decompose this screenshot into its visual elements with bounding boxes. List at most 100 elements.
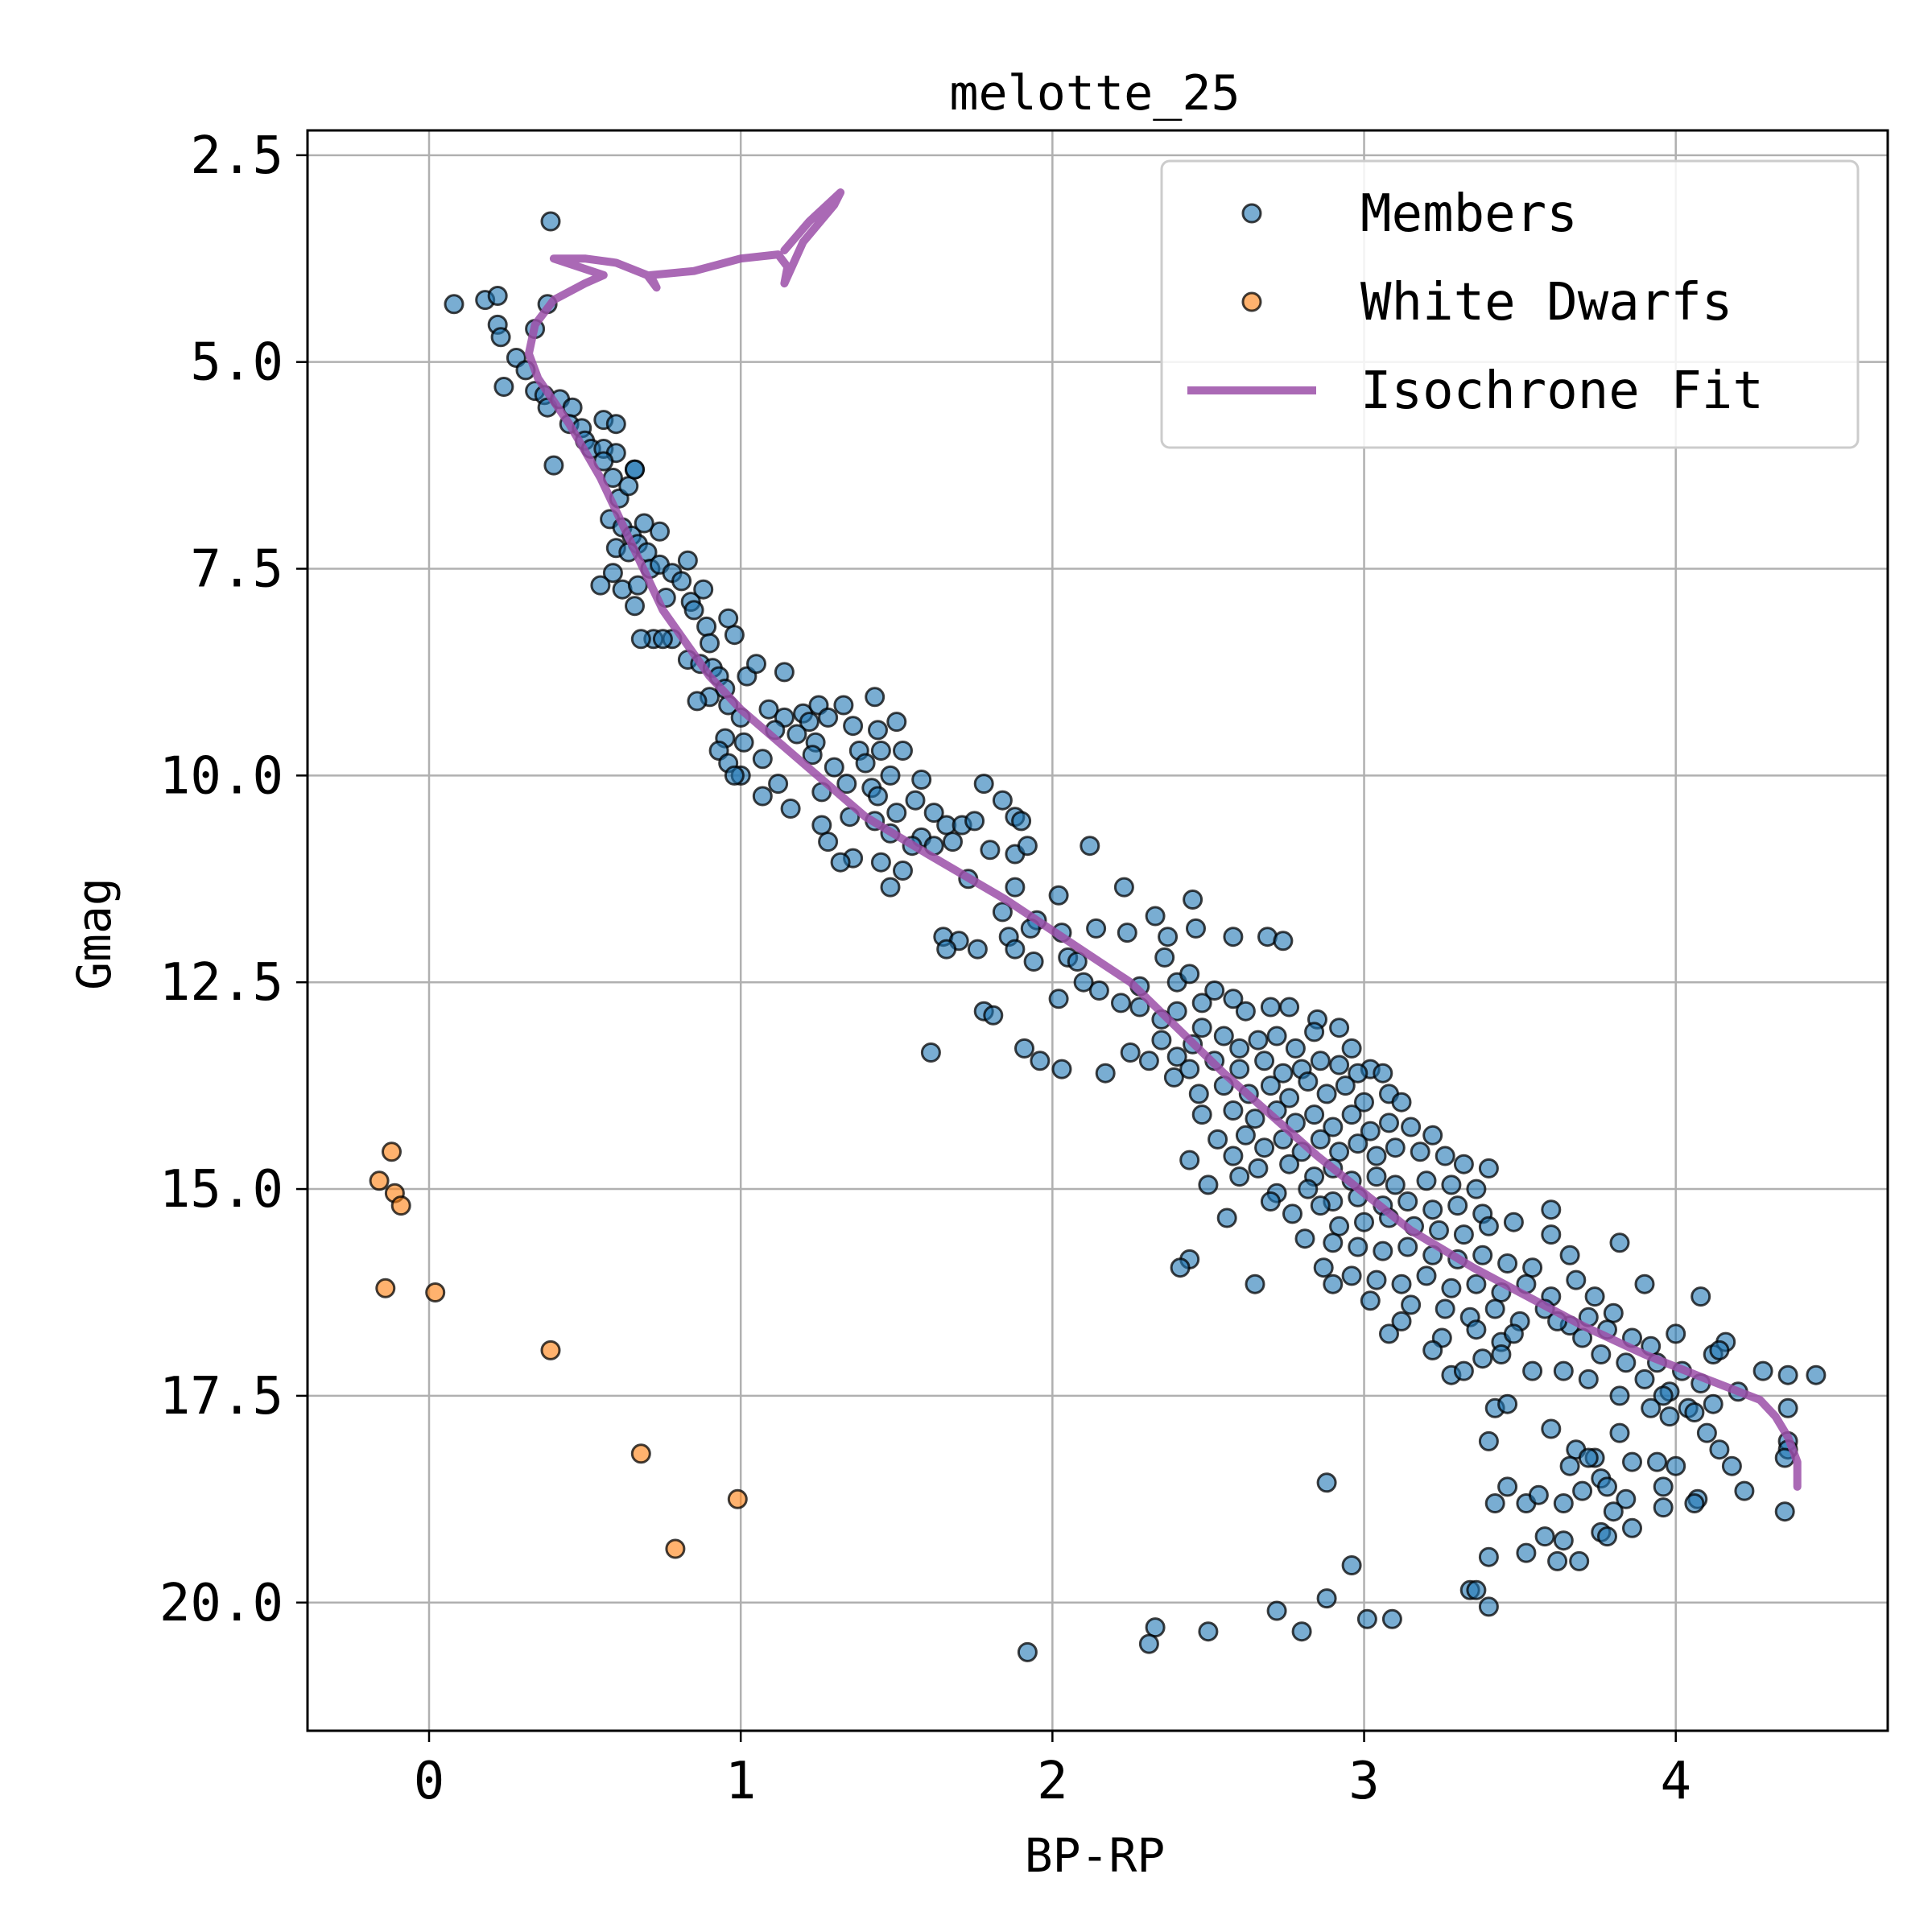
members-point	[1223, 1100, 1244, 1121]
members-point	[1478, 1216, 1499, 1236]
members-point	[943, 832, 963, 852]
members-point	[1566, 1269, 1587, 1290]
members-point	[1373, 1063, 1393, 1084]
members-point	[1472, 1348, 1493, 1369]
members-point	[774, 662, 795, 683]
members-point	[1684, 1493, 1705, 1513]
members-point	[1435, 1146, 1455, 1166]
members-point	[671, 571, 692, 592]
members-point	[1453, 1154, 1474, 1174]
members-point	[1254, 1051, 1275, 1071]
members-point	[700, 633, 720, 654]
members-point	[696, 616, 717, 637]
members-point	[1603, 1302, 1624, 1323]
members-point	[1179, 1059, 1200, 1080]
chart-title: melotte_25	[949, 65, 1240, 122]
members-point	[836, 774, 857, 795]
members-point	[683, 600, 704, 621]
legend-box	[1160, 159, 1860, 449]
y-axis-label: Gmag	[67, 877, 122, 990]
members-point	[724, 765, 745, 786]
members-point	[1298, 1179, 1319, 1199]
members-point	[1397, 1236, 1418, 1257]
members-point	[1245, 1274, 1265, 1294]
legend-marker-members	[1241, 203, 1262, 224]
members-point	[1229, 1166, 1250, 1187]
members-point	[1151, 1030, 1172, 1051]
white-dwarfs-series	[369, 1141, 748, 1559]
members-point	[1641, 1397, 1662, 1418]
members-point	[1011, 811, 1032, 832]
members-point	[1541, 1224, 1562, 1245]
members-point	[1634, 1368, 1655, 1389]
members-point	[1229, 1059, 1250, 1080]
members-point	[1541, 1199, 1562, 1220]
members-point	[1497, 1253, 1518, 1274]
members-point	[1385, 1137, 1406, 1158]
members-point	[1597, 1526, 1617, 1547]
members-point	[1379, 1113, 1399, 1133]
members-point	[1279, 1088, 1300, 1108]
members-point	[865, 687, 886, 708]
members-point	[752, 786, 773, 807]
members-point	[543, 455, 564, 476]
members-point	[1653, 1385, 1674, 1406]
members-point	[1497, 1393, 1518, 1414]
x-tick-label: 3	[1348, 1752, 1380, 1811]
members-point	[1360, 1290, 1381, 1311]
members-point	[983, 1005, 1004, 1026]
members-point	[1285, 1038, 1306, 1059]
members-point	[1569, 1550, 1590, 1571]
members-point	[1348, 1063, 1368, 1084]
members-point	[493, 377, 514, 397]
members-point	[1453, 1360, 1474, 1381]
members-point	[1248, 1030, 1269, 1051]
members-point	[1401, 1294, 1422, 1315]
members-point	[1453, 1224, 1474, 1245]
members-point	[1391, 1311, 1412, 1331]
x-tick-label: 4	[1660, 1752, 1691, 1811]
members-point	[1777, 1364, 1798, 1385]
plot-frame	[306, 129, 1889, 1732]
members-point	[1223, 989, 1244, 1009]
members-point	[923, 803, 944, 824]
members-point	[880, 877, 901, 898]
members-point	[1017, 836, 1038, 857]
members-point	[1223, 1146, 1244, 1166]
members-point	[1559, 1245, 1580, 1265]
members-point	[1379, 1323, 1399, 1344]
members-point	[630, 629, 651, 650]
members-point	[1696, 1422, 1717, 1443]
members-point	[752, 749, 773, 770]
members-point	[1316, 1472, 1337, 1493]
x-axis-label: BP-RP	[1025, 1828, 1166, 1883]
members-point	[1472, 1245, 1493, 1265]
members-point	[1647, 1451, 1667, 1472]
members-point	[811, 815, 832, 836]
members-point	[1597, 1476, 1617, 1497]
members-point	[1401, 1117, 1422, 1137]
members-point	[1478, 1158, 1499, 1179]
members-point	[487, 286, 508, 306]
members-point	[1491, 1344, 1512, 1364]
members-point	[1416, 1265, 1437, 1286]
members-point	[746, 654, 766, 675]
legend-label-isochrone-fit: Isochrone Fit	[1360, 361, 1764, 421]
members-point	[1653, 1476, 1674, 1497]
members-point	[1553, 1530, 1574, 1551]
members-point	[855, 753, 876, 774]
members-point	[964, 811, 985, 832]
white-dwarfs-point	[665, 1538, 686, 1559]
members-point	[1341, 1555, 1362, 1575]
members-point	[768, 774, 789, 795]
members-point	[758, 699, 779, 720]
members-point	[893, 861, 913, 881]
members-point	[1522, 1360, 1543, 1381]
y-tick-label: 10.0	[159, 746, 283, 806]
members-point	[590, 575, 611, 596]
members-point	[1534, 1526, 1555, 1547]
members-point	[1441, 1278, 1462, 1298]
members-point	[1166, 1001, 1187, 1022]
members-point	[1158, 927, 1179, 947]
